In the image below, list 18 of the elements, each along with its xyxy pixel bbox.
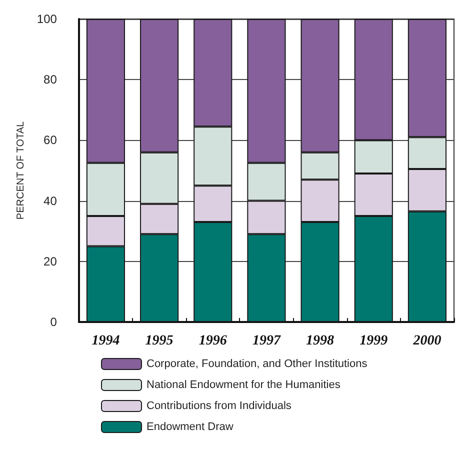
y-tick-label: 20 <box>44 254 58 268</box>
legend-label: Contributions from Individuals <box>146 400 292 412</box>
legend-label: National Endowment for the Humanities <box>146 379 341 391</box>
legend-label: Corporate, Foundation, and Other Institutions <box>146 358 368 370</box>
y-tick-label: 80 <box>44 72 58 87</box>
legend-label: Endowment Draw <box>146 421 234 433</box>
x-tick-label: 1997 <box>252 334 282 348</box>
x-tick-label: 2000 <box>412 334 442 348</box>
y-axis-title: PERCENT OF TOTAL <box>16 120 26 220</box>
y-tick-label: 0 <box>50 315 58 329</box>
x-tick-label: 1994 <box>92 334 120 348</box>
x-tick-label: 1996 <box>198 334 227 348</box>
x-tick-label: 1999 <box>360 334 388 348</box>
x-tick-label: 1998 <box>306 334 334 348</box>
y-tick-label: 100 <box>36 12 58 26</box>
x-tick-label: 1995 <box>145 334 174 348</box>
y-tick-label: 40 <box>44 194 58 208</box>
y-tick-label: 60 <box>44 133 58 148</box>
